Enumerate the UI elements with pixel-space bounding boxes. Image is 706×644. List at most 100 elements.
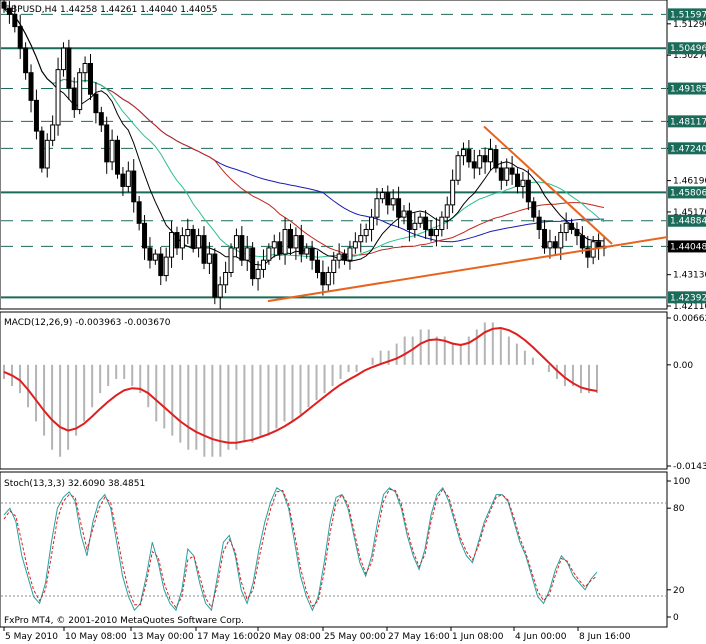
candle-body [66,47,72,89]
candle-body [158,253,164,277]
time-axis: 5 May 2010 10 May 08:00 13 May 00:00 17 May… [3,627,631,642]
time-tick-label: 17 May 16:00 [197,632,259,642]
level-label-bg [668,291,706,304]
candle-body [71,87,77,111]
price-tick-label: 1.43130 [673,271,706,281]
candle-body [17,26,23,49]
candle-body [471,161,477,169]
candle-body [531,201,537,218]
stoch-main-path [3,486,598,612]
candle-body [412,222,418,230]
candle-body [260,259,266,270]
candle-body [174,232,180,249]
candle-body [223,271,229,286]
candle-body [315,259,321,273]
macd-signal-line [3,326,598,444]
candle-body [477,155,483,169]
level-label-bg [668,214,706,227]
candle-body [190,228,196,249]
level-label: 1.45806 [670,188,706,198]
candle-body [93,93,99,114]
price-tick-label: 1.45170 [673,208,706,218]
level-label-bg [668,142,706,155]
candle-body [44,139,50,169]
candle-body [152,253,158,261]
candle-body [358,235,364,243]
candle-body [563,222,569,234]
candle-body [282,228,288,255]
candle-body [87,62,93,95]
candle-body [60,47,66,71]
candle-body [50,124,56,141]
candle-body [309,247,315,261]
candle-body [250,247,256,280]
candle-body [325,271,331,286]
macd-label: MACD(12,26,9) -0.003963 -0.003670 [4,318,171,328]
candle-body [342,253,348,261]
candle-body [185,228,191,237]
candle-body [293,235,299,249]
candle-body [520,179,526,187]
candle-body [542,228,548,249]
time-tick-label: 10 May 08:00 [65,632,127,642]
level-label-bg [668,42,706,55]
candle-body [569,222,575,230]
candle-body [390,198,396,206]
candle-body [331,259,337,273]
candle-body [558,232,564,249]
level-label: 1.44884 [670,217,706,227]
macd-tick-label: -0.014300 [673,462,706,472]
candle-body [369,216,375,230]
macd-panel[interactable]: MACD(12,26,9) -0.003963 -0.003670 0.0066… [0,311,706,472]
candle-body [466,149,472,163]
candle-body [266,247,272,261]
candle-body [482,155,488,163]
candle-body [255,268,261,280]
candle-body [239,235,245,261]
candle-body [444,204,450,218]
candle-body [455,155,461,181]
candle-body [347,247,353,261]
stoch-tick-label: 80 [673,504,685,514]
ma-black-line [3,7,605,266]
stoch-signal-path [3,488,598,609]
candle-body [120,173,126,187]
candle-body [82,62,88,74]
price-axis: 1.512901.502701.491901.481101.472401.461… [667,8,706,312]
level-label-bg [668,240,706,253]
candle-body [352,241,358,249]
candle-body [169,232,175,258]
candle-body [179,235,185,249]
level-label: 1.50496 [670,44,706,54]
candle-body [487,149,493,163]
candle-body [77,72,83,111]
trendlines [267,125,668,303]
time-tick-label: 20 May 08:00 [259,632,321,642]
stoch-panel[interactable]: Stoch(13,3,3) 32.6090 38.4851 FxPro MT4,… [0,471,690,628]
candle-body [136,201,142,224]
candle-body [552,241,558,249]
time-tick-label: 27 May 16:00 [388,632,450,642]
support-trendline[interactable] [267,236,668,303]
candle-body [233,235,239,249]
candle-body [28,72,34,101]
candle-body [396,198,402,218]
time-tick-label: 1 Jun 08:00 [452,632,504,642]
stoch-lines [3,486,598,612]
candle-body [574,228,580,237]
price-tick-label: 1.51290 [673,20,706,30]
candle-body [509,167,515,175]
price-panel[interactable]: GBPUSD,H4 1.44258 1.44261 1.44040 1.4405… [0,0,706,312]
time-tick-label: 5 May 2010 [5,632,58,642]
resistance-trendline[interactable] [483,125,613,245]
stoch-tick-label: 0 [673,613,679,623]
candle-body [23,47,29,74]
candle-body [33,99,39,132]
candle-body [585,247,591,258]
candle-body [201,235,207,264]
time-tick-label: 13 May 00:00 [132,632,194,642]
candle-body [417,216,423,224]
candle-body [277,241,283,255]
